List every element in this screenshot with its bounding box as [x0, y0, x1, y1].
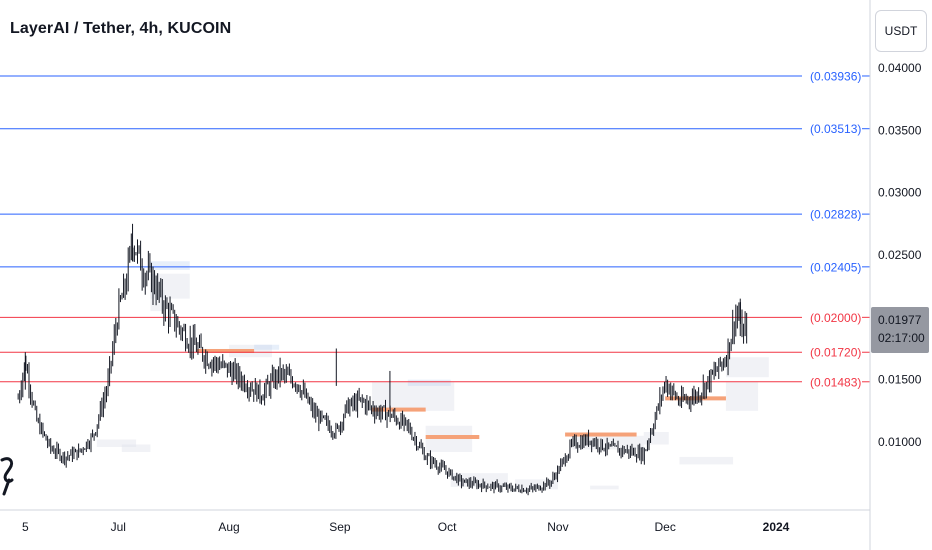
shaded-zone: [679, 456, 734, 465]
orange-zone: [425, 435, 480, 440]
x-tick-label: Jul: [111, 520, 126, 534]
shaded-zone: [725, 357, 769, 378]
orange-zone: [372, 407, 426, 412]
x-tick-label: Oct: [438, 520, 457, 534]
x-tick-label: 2024: [763, 520, 790, 534]
horizontal-levels: (0.03936) (0.03513) (0.02828) (0.02405) (0.0…: [0, 69, 870, 389]
level-label: (0.03936): [810, 69, 861, 83]
y-tick-label: 0.01000: [878, 435, 922, 449]
shaded-zone: [407, 379, 451, 386]
orange-zone: [565, 432, 637, 437]
shaded-zone: [150, 273, 190, 299]
x-tick-label: 5: [22, 520, 29, 534]
y-tick-label: 0.03000: [878, 186, 922, 200]
level-label: (0.01720): [810, 346, 861, 360]
shaded-zone: [643, 432, 669, 445]
shaded-zone: [96, 439, 137, 447]
tradingview-logo-icon[interactable]: [0, 452, 22, 500]
shaded-zone: [515, 479, 558, 490]
shaded-zone: [590, 485, 619, 490]
orange-zone: [196, 348, 255, 353]
shaded-zone: [450, 473, 508, 487]
y-tick-label: 0.01500: [878, 373, 922, 387]
level-label: (0.03513): [810, 122, 861, 136]
shaded-zone: [254, 344, 280, 350]
currency-unit-button[interactable]: USDT: [875, 10, 927, 52]
bar-countdown: 02:17:00: [878, 331, 925, 345]
shaded-zone: [725, 382, 759, 411]
level-label: (0.02405): [810, 260, 861, 274]
chart-title: LayerAI / Tether, 4h, KUCOIN: [10, 20, 232, 37]
x-tick-label: Sep: [329, 520, 351, 534]
y-tick-label: 0.04000: [878, 61, 922, 75]
shaded-zone: [121, 444, 151, 452]
last-price-value: 0.01977: [878, 313, 922, 327]
level-label: (0.02828): [810, 208, 861, 222]
x-tick-label: Aug: [218, 520, 239, 534]
level-label: (0.01483): [810, 375, 861, 389]
level-label: (0.02000): [810, 311, 861, 325]
shaded-zones: [96, 261, 769, 490]
last-price-badge: 0.01977 02:17:00: [871, 307, 929, 353]
candles: [17, 223, 748, 496]
shaded-zone: [150, 261, 190, 270]
x-tick-label: Dec: [655, 520, 676, 534]
y-tick-label: 0.03500: [878, 123, 922, 137]
x-tick-label: Nov: [547, 520, 568, 534]
shaded-zone: [572, 435, 644, 450]
y-tick-label: 0.02500: [878, 248, 922, 262]
